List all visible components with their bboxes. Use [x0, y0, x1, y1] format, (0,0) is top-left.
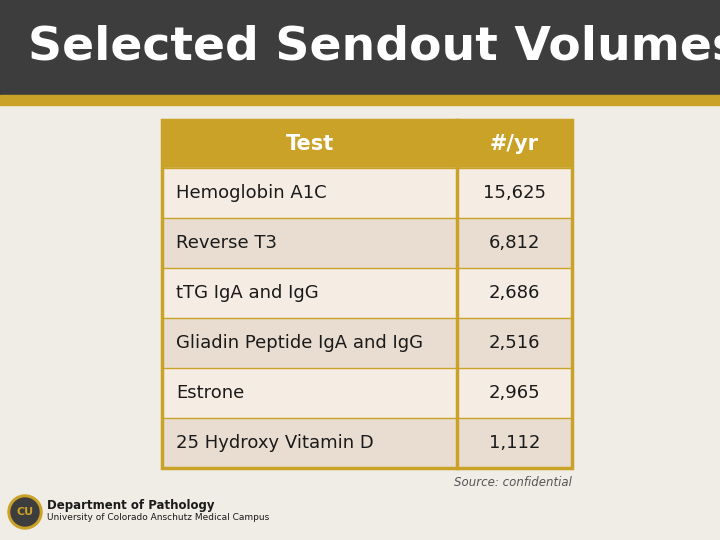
Bar	[162, 218, 457, 268]
Text: Estrone: Estrone	[176, 384, 244, 402]
Bar	[457, 120, 572, 168]
Bar	[162, 418, 457, 468]
Bar	[162, 120, 457, 168]
Text: University of Colorado Anschutz Medical Campus: University of Colorado Anschutz Medical …	[47, 514, 269, 523]
Bar	[457, 318, 572, 368]
Text: tTG IgA and IgG: tTG IgA and IgG	[176, 284, 319, 302]
Text: Hemoglobin A1C: Hemoglobin A1C	[176, 184, 327, 202]
Bar	[162, 268, 457, 318]
Text: 1,112: 1,112	[489, 434, 540, 452]
Text: 25 Hydroxy Vitamin D: 25 Hydroxy Vitamin D	[176, 434, 374, 452]
Text: CU: CU	[17, 507, 34, 517]
Circle shape	[11, 498, 39, 526]
Text: Department of Pathology: Department of Pathology	[47, 500, 215, 512]
Text: Selected Sendout Volumes: Selected Sendout Volumes	[28, 25, 720, 70]
Bar	[0, 0, 720, 95]
Bar	[457, 218, 572, 268]
Bar	[457, 368, 572, 418]
Bar	[162, 120, 572, 468]
Text: Test: Test	[285, 134, 334, 154]
Bar	[457, 418, 572, 468]
Bar	[457, 168, 572, 218]
Bar	[162, 168, 457, 218]
Text: 2,965: 2,965	[489, 384, 541, 402]
Text: Gliadin Peptide IgA and IgG: Gliadin Peptide IgA and IgG	[176, 334, 423, 352]
Text: 2,516: 2,516	[489, 334, 540, 352]
Bar	[162, 318, 457, 368]
Circle shape	[8, 495, 42, 529]
Text: Source: confidential: Source: confidential	[454, 476, 572, 489]
Bar	[162, 368, 457, 418]
Text: #/yr: #/yr	[490, 134, 539, 154]
Text: 15,625: 15,625	[483, 184, 546, 202]
Bar	[0, 95, 720, 105]
Text: 2,686: 2,686	[489, 284, 540, 302]
Text: 6,812: 6,812	[489, 234, 540, 252]
Bar	[457, 268, 572, 318]
Text: Reverse T3: Reverse T3	[176, 234, 277, 252]
